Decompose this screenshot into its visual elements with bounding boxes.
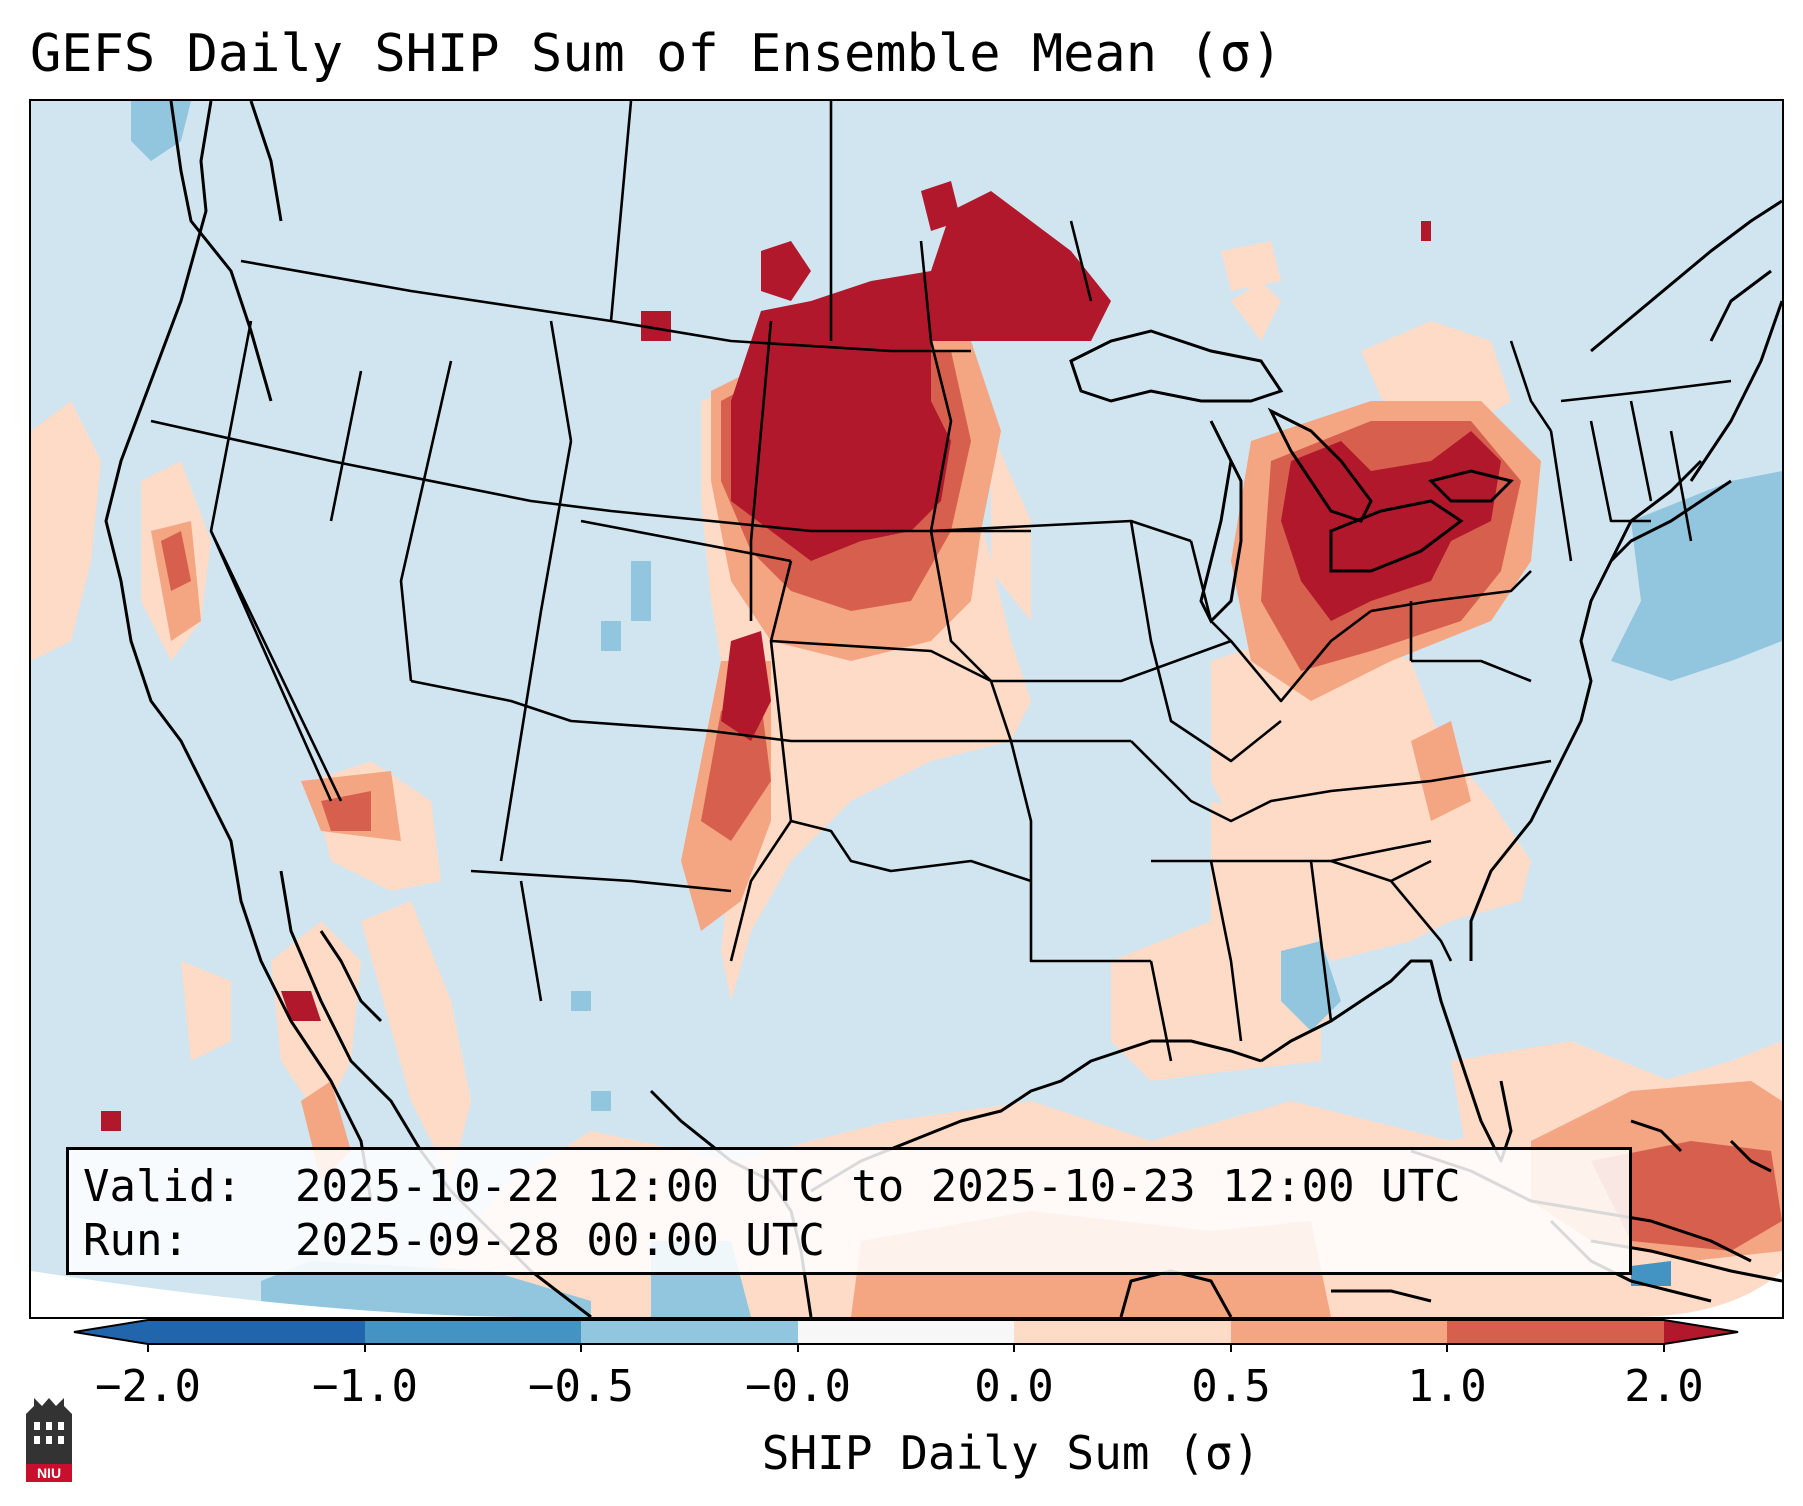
colorbar-tick-label: 2.0	[1624, 1361, 1704, 1412]
run-value: 2025-09-28 00:00 UTC	[295, 1215, 825, 1266]
colorbar-tick-label: −2.0	[95, 1361, 201, 1412]
colorbar	[73, 1319, 1739, 1352]
colorbar-tick-label: 0.5	[1191, 1361, 1271, 1412]
state-borders	[150, 101, 1732, 1062]
valid-label: Valid:	[83, 1161, 242, 1212]
colorbar-tick-marks	[147, 1344, 1665, 1352]
anomaly-strong-cool	[1631, 1261, 1671, 1286]
logo-tower	[26, 1398, 72, 1464]
logo-text: NIU	[37, 1465, 61, 1481]
map-canvas	[31, 101, 1782, 1317]
logo-windows	[34, 1422, 64, 1444]
colorbar-segment-6	[1231, 1320, 1447, 1344]
colorbar-tick-label: 0.0	[974, 1361, 1054, 1412]
colorbar-extend-low	[74, 1320, 148, 1344]
colorbar-extend-high	[1664, 1320, 1738, 1344]
colorbar-segment-1	[148, 1320, 365, 1344]
valid-time-line: Valid: 2025-10-22 12:00 UTC to 2025-10-23…	[83, 1160, 1629, 1214]
colorbar-tick-label: −0.0	[745, 1361, 851, 1412]
run-label: Run:	[83, 1215, 189, 1266]
colorbar-segment-7	[1447, 1320, 1664, 1344]
great-lakes	[1069, 329, 1514, 624]
colorbar-tick-label: −0.5	[528, 1361, 634, 1412]
anomaly-extreme-warm	[101, 181, 1501, 1131]
domain-edge-left	[31, 1271, 531, 1317]
colorbar-tick-label: −1.0	[312, 1361, 418, 1412]
logo-badge	[26, 1464, 72, 1482]
colorbar-segment-4	[798, 1320, 1014, 1344]
anomaly-cool	[131, 101, 1782, 1317]
colorbar-tick-label: 1.0	[1407, 1361, 1487, 1412]
colorbar-label: SHIP Daily Sum (σ)	[761, 1426, 1261, 1480]
map-panel	[29, 99, 1784, 1319]
domain-edge-right	[1631, 1271, 1782, 1317]
valid-run-info-box: Valid: 2025-10-22 12:00 UTC to 2025-10-23…	[66, 1147, 1632, 1275]
map-title: GEFS Daily SHIP Sum of Ensemble Mean (σ)	[30, 24, 1283, 84]
colorbar-segment-5	[1014, 1320, 1231, 1344]
niu-logo: NIU	[26, 1398, 72, 1482]
colorbar-segment-3	[581, 1320, 798, 1344]
run-time-line: Run: 2025-09-28 00:00 UTC	[83, 1214, 1629, 1268]
valid-value: 2025-10-22 12:00 UTC to 2025-10-23 12:00…	[295, 1161, 1461, 1212]
colorbar-segment-2	[365, 1320, 581, 1344]
